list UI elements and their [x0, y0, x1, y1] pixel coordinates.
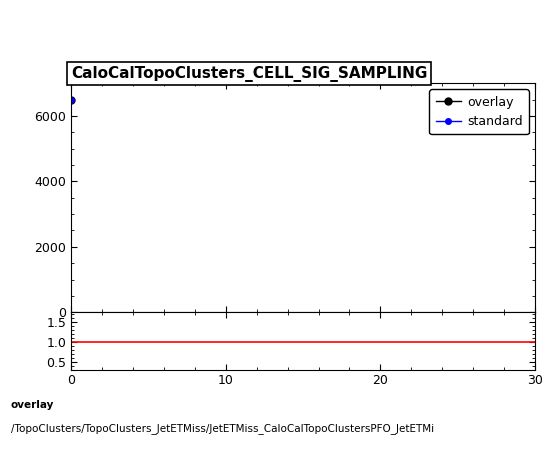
Text: overlay: overlay [11, 400, 54, 410]
Legend: overlay, standard: overlay, standard [430, 90, 529, 134]
Text: /TopoClusters/TopoClusters_JetETMiss/JetETMiss_CaloCalTopoClustersPFO_JetETMi: /TopoClusters/TopoClusters_JetETMiss/Jet… [11, 423, 434, 434]
Text: CaloCalTopoClusters_CELL_SIG_SAMPLING: CaloCalTopoClusters_CELL_SIG_SAMPLING [71, 66, 428, 82]
